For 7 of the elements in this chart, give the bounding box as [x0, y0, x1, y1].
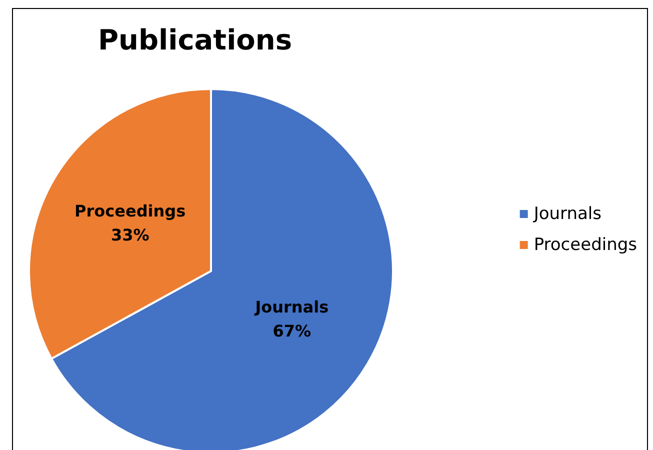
data-label: 33% — [110, 226, 150, 245]
slice-label: Proceedings — [74, 202, 186, 221]
slice-label: Journals — [254, 297, 329, 316]
data-label: 67% — [272, 321, 312, 340]
legend-label: Journals — [532, 204, 602, 224]
legend-label: Proceedings — [534, 235, 638, 255]
chart-title: Publications — [98, 24, 292, 56]
